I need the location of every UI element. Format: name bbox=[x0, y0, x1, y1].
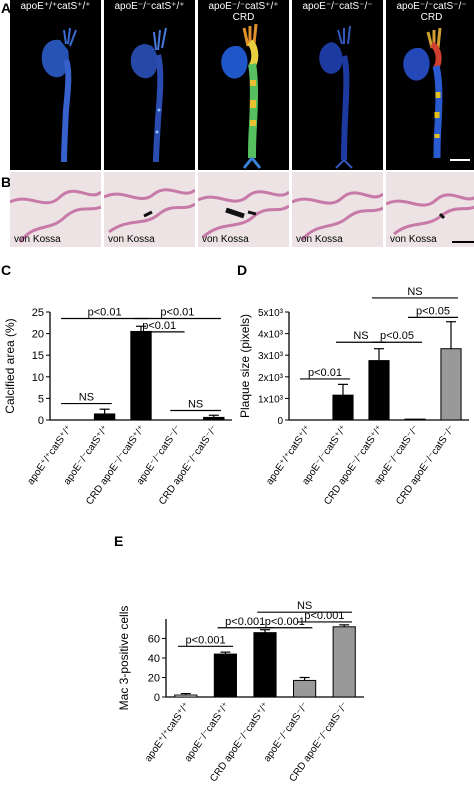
panel-label-c: C bbox=[1, 262, 12, 278]
aorta-image-4-title: apoE⁻/⁻catS⁻/⁻ bbox=[292, 1, 383, 12]
significance-label: p<0.05 bbox=[416, 305, 450, 317]
histology-image-5-stain: von Kossa bbox=[390, 234, 437, 245]
bar bbox=[130, 330, 152, 421]
aorta-image-2-title: apoE⁻/⁻catS⁺/⁺ bbox=[104, 1, 195, 12]
significance-label: NS bbox=[297, 600, 312, 612]
bar bbox=[213, 653, 237, 698]
histology-image-4: von Kossa bbox=[292, 172, 383, 247]
bar bbox=[368, 360, 390, 421]
bar bbox=[174, 694, 198, 698]
significance-label: p<0.01 bbox=[142, 320, 176, 332]
histology-image-1-stain: von Kossa bbox=[14, 234, 61, 245]
panel-label-e: E bbox=[114, 533, 124, 549]
y-tick-label: 40 bbox=[148, 653, 160, 665]
significance-label: p<0.01 bbox=[308, 367, 342, 379]
aorta-image-3-genotype: apoE⁻/⁻catS⁺/⁺ bbox=[208, 1, 279, 12]
y-tick-label: 10 bbox=[32, 372, 44, 384]
significance-label: p<0.001 bbox=[265, 616, 305, 628]
bar bbox=[404, 418, 426, 421]
y-tick-label: 0 bbox=[154, 692, 160, 704]
aorta-image-1-figure bbox=[41, 27, 77, 163]
aorta-image-5-diet: CRD bbox=[420, 12, 443, 23]
aorta-image-4: apoE⁻/⁻catS⁻/⁻ bbox=[292, 0, 383, 170]
panel-label-a: A bbox=[1, 0, 12, 16]
significance-label: p<0.001 bbox=[225, 616, 265, 628]
y-tick-label: 2x10³ bbox=[258, 373, 284, 384]
y-tick-label: 5x10³ bbox=[258, 308, 284, 319]
aorta-image-3-figure bbox=[221, 23, 262, 169]
bar bbox=[253, 632, 277, 698]
panel-label-d: D bbox=[237, 262, 248, 278]
y-axis-label: Calcified area (%) bbox=[3, 318, 17, 413]
bar bbox=[93, 413, 116, 421]
panel-label-b: B bbox=[1, 174, 12, 190]
aorta-image-5-title: apoE⁻/⁻catS⁻/⁻ CRD bbox=[386, 1, 474, 23]
y-tick-label: 15 bbox=[32, 350, 44, 362]
y-tick-label: 20 bbox=[148, 673, 160, 685]
aorta-image-5: apoE⁻/⁻catS⁻/⁻ CRD bbox=[386, 0, 474, 170]
bar bbox=[332, 394, 354, 421]
y-tick-label: 0 bbox=[277, 416, 283, 427]
histology-image-5-figure bbox=[386, 193, 474, 243]
aorta-image-3-diet: CRD bbox=[232, 12, 255, 23]
chart-plaque-size: 0 1x10³ 2x10³ 3x10³ 4x10³ 5x10³ Plaque size (p… bbox=[238, 286, 469, 507]
histology-image-4-figure bbox=[292, 191, 383, 242]
y-tick-label: 4x10³ bbox=[258, 330, 284, 341]
significance-label: p<0.001 bbox=[186, 634, 226, 646]
significance-label: NS bbox=[79, 392, 94, 404]
aorta-image-4-genotype: apoE⁻/⁻catS⁻/⁻ bbox=[302, 1, 373, 12]
y-tick-label: 0 bbox=[38, 415, 44, 427]
y-tick-label: 5 bbox=[38, 393, 44, 405]
y-axis-label: Mac 3-positive cells bbox=[117, 606, 131, 711]
aorta-image-5-figure bbox=[403, 27, 470, 161]
histology-image-3: von Kossa bbox=[198, 172, 289, 247]
y-tick-label: 1x10³ bbox=[258, 394, 284, 405]
bar bbox=[440, 348, 462, 421]
aorta-image-2-figure bbox=[130, 27, 167, 163]
histology-image-1-figure bbox=[10, 189, 101, 243]
histology-image-1: von Kossa bbox=[10, 172, 101, 247]
y-tick-label: 3x10³ bbox=[258, 351, 284, 362]
bar bbox=[332, 626, 356, 698]
histology-image-3-stain: von Kossa bbox=[202, 234, 249, 245]
y-tick-label: 20 bbox=[32, 329, 44, 341]
significance-label: p<0.05 bbox=[380, 330, 414, 342]
significance-label: NS bbox=[188, 398, 203, 410]
significance-label: p<0.01 bbox=[160, 306, 194, 318]
y-tick-label: 25 bbox=[32, 307, 44, 319]
aorta-image-4-figure bbox=[319, 25, 353, 169]
histology-image-2: von Kossa bbox=[104, 172, 195, 247]
histology-image-row: von Kossa von Kossa von Kossa von Kossa bbox=[10, 172, 474, 247]
aorta-image-3-title: apoE⁻/⁻catS⁺/⁺ CRD bbox=[198, 1, 289, 23]
significance-label: p<0.01 bbox=[88, 306, 122, 318]
aorta-image-1: apoE⁺/⁺catS⁺/⁺ bbox=[10, 0, 101, 170]
aorta-image-row: apoE⁺/⁺catS⁺/⁺ apoE⁻/⁻catS⁺/⁺ apoE⁻/⁻cat… bbox=[10, 0, 474, 170]
histology-image-2-figure bbox=[104, 188, 195, 234]
histology-image-2-stain: von Kossa bbox=[108, 234, 155, 245]
y-axis-label: Plaque size (pixels) bbox=[238, 314, 252, 418]
bar bbox=[203, 416, 225, 421]
aorta-image-2: apoE⁻/⁻catS⁺/⁺ bbox=[104, 0, 195, 170]
aorta-image-3: apoE⁻/⁻catS⁺/⁺ CRD bbox=[198, 0, 289, 170]
significance-label: p<0.001 bbox=[304, 610, 344, 622]
y-tick-label: 60 bbox=[148, 634, 160, 646]
histology-image-4-stain: von Kossa bbox=[296, 234, 343, 245]
histology-image-5: von Kossa bbox=[386, 172, 474, 247]
aorta-image-2-genotype: apoE⁻/⁻catS⁺/⁺ bbox=[114, 1, 185, 12]
bar bbox=[293, 679, 317, 698]
significance-label: NS bbox=[407, 286, 422, 298]
aorta-image-1-title: apoE⁺/⁺catS⁺/⁺ bbox=[10, 1, 101, 12]
aorta-image-5-genotype: apoE⁻/⁻catS⁻/⁻ bbox=[396, 1, 467, 12]
aorta-image-1-genotype: apoE⁺/⁺catS⁺/⁺ bbox=[20, 1, 91, 12]
significance-label: NS bbox=[353, 330, 368, 342]
histology-image-3-figure bbox=[198, 190, 289, 239]
